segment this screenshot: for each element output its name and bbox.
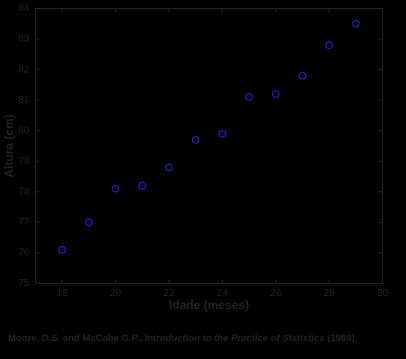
x-tick-label: 24 <box>217 288 229 299</box>
x-tick-label: 26 <box>270 288 282 299</box>
y-axis-label: Altura (cm) <box>2 114 16 177</box>
point <box>245 93 253 102</box>
x-tick-label: 28 <box>324 288 336 299</box>
point <box>325 41 334 50</box>
point <box>165 163 173 172</box>
y-tick-label: 83 <box>18 34 30 45</box>
y-tick-label: 75 <box>18 278 30 289</box>
point <box>58 245 67 254</box>
caption: Moore, D.S. and McCabe G.P., Introductio… <box>8 333 357 344</box>
point <box>298 71 307 80</box>
point <box>111 184 120 193</box>
x-axis-label: Idade (meses) <box>169 298 249 312</box>
y-tick-label: 81 <box>18 95 30 106</box>
x-tick-label: 30 <box>377 288 389 299</box>
y-tick-label: 84 <box>18 3 30 14</box>
point <box>138 181 147 190</box>
y-tick-label: 78 <box>18 186 30 197</box>
y-tick-label: 80 <box>18 125 30 136</box>
caption-book: Introduction to the Practice of Statisti… <box>145 333 325 344</box>
point <box>271 90 280 98</box>
y-tick-label: 77 <box>18 217 30 228</box>
x-tick-label: 18 <box>57 288 69 299</box>
point <box>84 218 93 227</box>
x-tick-label: 22 <box>163 288 175 299</box>
point <box>191 135 200 144</box>
caption-authors: Moore, D.S. and McCabe G.P., <box>8 333 145 344</box>
y-tick-label: 82 <box>18 64 30 75</box>
plot-frame <box>35 8 383 284</box>
x-tick-label: 20 <box>110 288 122 299</box>
y-tick-label: 79 <box>18 156 30 167</box>
point <box>351 19 360 28</box>
point <box>218 129 227 138</box>
y-tick-label: 76 <box>18 248 30 259</box>
caption-year: (1989). <box>325 333 358 344</box>
